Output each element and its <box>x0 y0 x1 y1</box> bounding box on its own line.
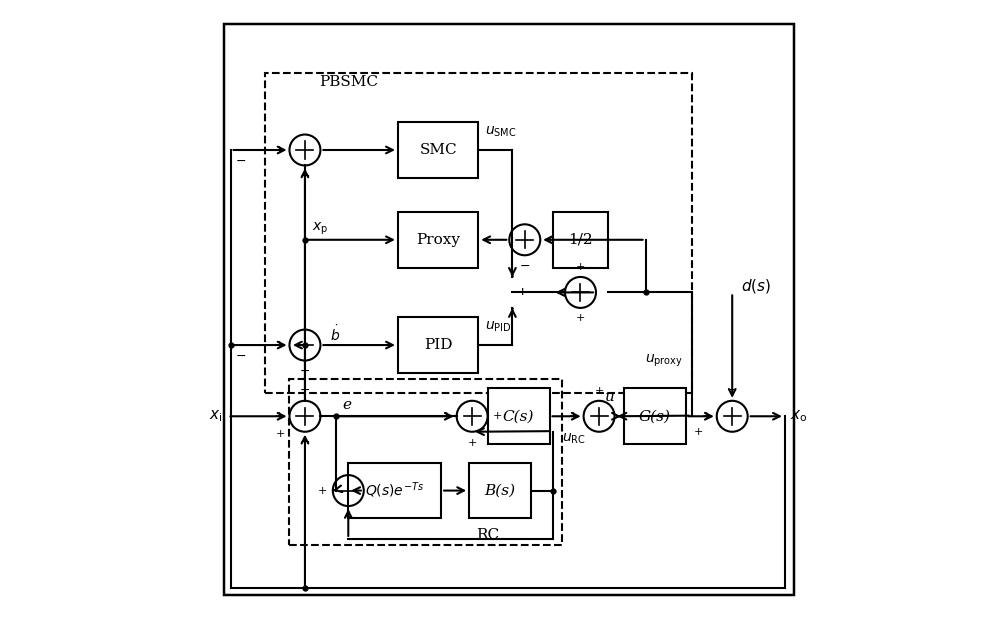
Text: $u_{\rm SMC}$: $u_{\rm SMC}$ <box>485 124 516 139</box>
Text: $x_{\rm o}$: $x_{\rm o}$ <box>790 409 807 424</box>
FancyBboxPatch shape <box>488 388 550 444</box>
FancyBboxPatch shape <box>398 122 478 178</box>
Text: +: + <box>275 340 284 350</box>
Text: −: − <box>300 170 310 183</box>
Text: −: − <box>300 437 310 449</box>
Text: G(s): G(s) <box>639 409 671 423</box>
FancyBboxPatch shape <box>348 463 441 519</box>
Text: SMC: SMC <box>419 143 457 157</box>
Text: Proxy: Proxy <box>416 233 460 247</box>
Text: $u_{\rm RC}$: $u_{\rm RC}$ <box>562 431 586 445</box>
Text: +: + <box>442 411 451 421</box>
FancyBboxPatch shape <box>398 212 478 267</box>
FancyBboxPatch shape <box>553 212 608 267</box>
Text: +: + <box>545 234 555 245</box>
Text: −: − <box>300 384 310 397</box>
Text: +: + <box>576 262 585 272</box>
FancyBboxPatch shape <box>469 463 531 519</box>
Text: +: + <box>702 411 712 421</box>
Text: +: + <box>569 411 578 421</box>
Text: +: + <box>275 145 284 155</box>
Text: +: + <box>344 512 353 522</box>
Text: $u_{\rm PID}$: $u_{\rm PID}$ <box>485 320 511 334</box>
Text: −: − <box>520 260 530 273</box>
Text: PBSMC: PBSMC <box>319 75 378 89</box>
Text: −: − <box>727 384 737 397</box>
Text: u: u <box>605 390 615 404</box>
Text: $u_{\rm proxy}$: $u_{\rm proxy}$ <box>645 353 683 369</box>
Text: +: + <box>275 411 284 421</box>
Text: C(s): C(s) <box>503 409 534 423</box>
Text: −: − <box>300 365 310 378</box>
Text: +: + <box>493 411 502 421</box>
Text: +: + <box>276 429 285 439</box>
FancyBboxPatch shape <box>624 388 686 444</box>
Text: RC: RC <box>476 528 499 542</box>
Text: +: + <box>576 313 585 323</box>
Text: −: − <box>235 155 246 168</box>
Text: −: − <box>235 350 246 363</box>
Text: PID: PID <box>424 338 452 352</box>
Text: 1/2: 1/2 <box>568 233 593 247</box>
Text: $Q(s)e^{-Ts}$: $Q(s)e^{-Ts}$ <box>365 481 424 500</box>
Text: +: + <box>594 386 604 396</box>
Text: +: + <box>518 287 527 297</box>
Text: +: + <box>518 287 527 297</box>
Text: B(s): B(s) <box>484 483 516 498</box>
Text: $\dot{b}$: $\dot{b}$ <box>330 324 340 344</box>
Text: +: + <box>318 486 328 496</box>
Text: e: e <box>342 398 351 412</box>
Text: +: + <box>693 427 703 437</box>
Text: $x_{\rm p}$: $x_{\rm p}$ <box>312 220 329 237</box>
Text: +: + <box>467 438 477 448</box>
Text: $d(s)$: $d(s)$ <box>741 277 772 295</box>
FancyBboxPatch shape <box>398 317 478 373</box>
Text: $x_{\rm i}$: $x_{\rm i}$ <box>209 409 223 424</box>
